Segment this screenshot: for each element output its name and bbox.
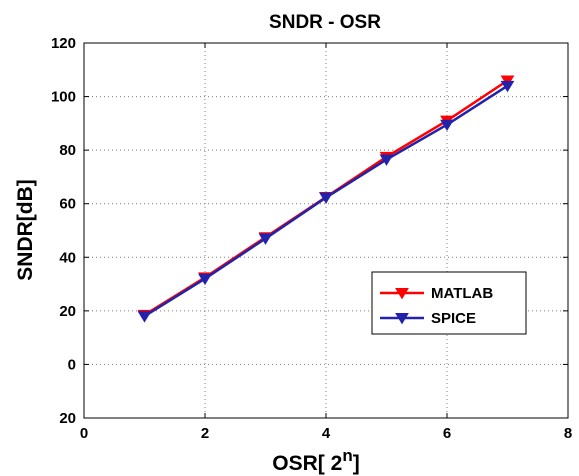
x-axis-label-superscript: n [342, 446, 352, 465]
legend-marker [395, 288, 409, 300]
data-point [258, 233, 273, 245]
y-tick-label: 60 [59, 196, 76, 213]
x-tick-label: 0 [80, 425, 88, 442]
legend: MATLAB SPICE [371, 271, 527, 335]
x-axis-label-suffix: ] [353, 452, 360, 475]
data-point [500, 80, 515, 93]
x-axis-label-base: OSR[ 2 [272, 452, 342, 475]
y-tick-label: 100 [51, 89, 76, 106]
data-point [137, 311, 152, 323]
y-tick-label: 120 [51, 35, 76, 52]
chart-title: SNDR - OSR [269, 12, 381, 33]
y-tick-label: 40 [59, 249, 76, 266]
grid-lines [84, 43, 568, 418]
series-layer [137, 75, 515, 323]
data-point [440, 119, 454, 132]
data-point [379, 154, 394, 166]
data-point [319, 192, 333, 204]
x-tick-label: 4 [322, 425, 331, 442]
y-tick-labels: 20 0 20 40 60 80 100 120 [51, 35, 76, 427]
legend-label: MATLAB [431, 285, 493, 302]
series-spice [137, 80, 515, 323]
legend-marker [395, 313, 409, 325]
data-point [198, 273, 212, 286]
y-tick-label: 80 [59, 142, 76, 159]
x-axis-label: OSR[ 2n] [272, 446, 359, 475]
y-axis-label: SNDR[dB] [14, 179, 37, 280]
x-tick-labels: 0 2 4 6 8 [80, 425, 572, 442]
tick-marks [83, 42, 569, 419]
y-tick-label: 20 [59, 410, 76, 427]
y-tick-label: 20 [59, 303, 76, 320]
legend-box [371, 271, 527, 335]
legend-item-matlab: MATLAB [380, 285, 493, 302]
x-tick-label: 8 [564, 425, 572, 442]
y-tick-label: 0 [68, 356, 76, 373]
legend-label: SPICE [431, 310, 476, 327]
x-tick-label: 2 [201, 425, 209, 442]
x-tick-label: 6 [443, 425, 451, 442]
legend-item-spice: SPICE [380, 310, 476, 327]
